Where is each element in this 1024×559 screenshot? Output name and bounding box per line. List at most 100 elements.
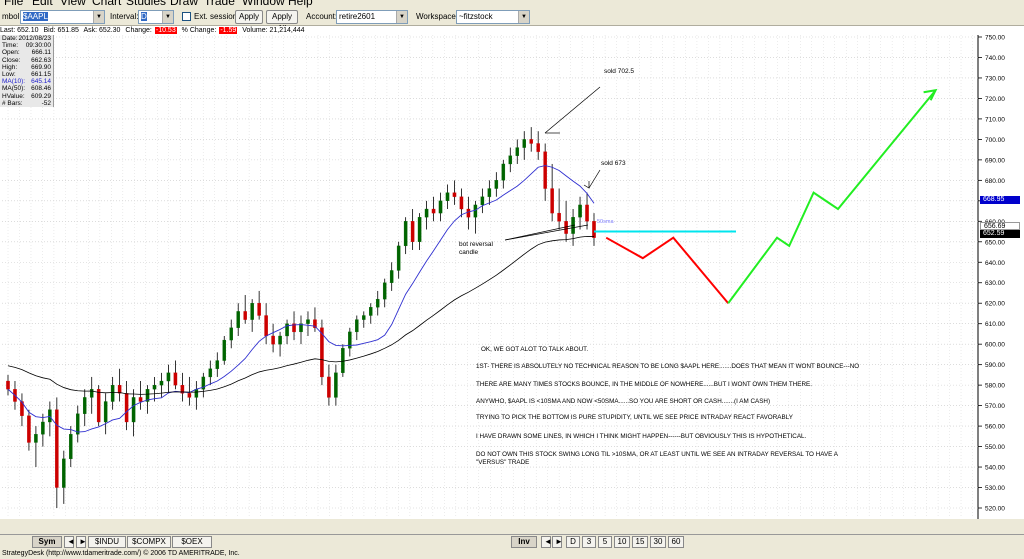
candle-body xyxy=(382,282,387,300)
tab-symbol-oex[interactable]: $OEX xyxy=(172,536,212,548)
prev-arrow-icon[interactable]: ◄ xyxy=(541,536,552,548)
y-tick-label: 720.00 xyxy=(985,96,1005,103)
arrow-sold-673 xyxy=(588,169,601,189)
candle-body xyxy=(27,415,31,443)
menu-edit[interactable]: Edit xyxy=(32,0,53,8)
menu-window[interactable]: Window xyxy=(242,0,285,8)
commentary-line: ANYWHO, $AAPL IS <10SMA AND NOW <50SMA..… xyxy=(476,398,771,405)
info-row: Close: 662.63 xyxy=(0,57,53,64)
candle-body xyxy=(306,319,310,324)
y-tick-label: 580.00 xyxy=(985,383,1005,390)
quote-pct-label: % Change: xyxy=(181,27,217,34)
commentary-line: THERE ARE MANY TIMES STOCKS BOUNCE, IN T… xyxy=(476,381,812,388)
candle-body xyxy=(34,434,38,443)
ext-session-label: Ext. session xyxy=(194,12,238,21)
info-value: 608.46 xyxy=(31,85,51,93)
candle-body xyxy=(403,221,408,247)
y-tick-label: 600.00 xyxy=(985,342,1005,349)
menu-chart[interactable]: Chart xyxy=(92,0,122,8)
menu-trade[interactable]: Trade xyxy=(204,0,235,8)
candle-body xyxy=(369,307,373,316)
interval-select[interactable]: D ▼ xyxy=(138,10,174,24)
account-select[interactable]: retire2601 ▼ xyxy=(336,10,408,24)
quote-bid: Bid: 651.85 xyxy=(43,27,79,34)
tab-sym[interactable]: Sym xyxy=(32,536,62,548)
candle-body xyxy=(480,196,485,206)
menu-draw[interactable]: Draw xyxy=(170,0,199,8)
tab-interval-15[interactable]: 15 xyxy=(632,536,648,548)
candle-body xyxy=(348,331,352,349)
projection-arrow-head xyxy=(923,88,938,101)
info-label: MA(10): xyxy=(2,78,26,86)
prev-arrow-icon[interactable]: ◄ xyxy=(64,536,75,548)
chart-area[interactable]: 520.00 530.00 540.00 550.00 560.00 570.00 580.… xyxy=(0,35,1024,519)
candle-body xyxy=(375,298,380,308)
candle-body xyxy=(222,339,227,361)
symbol-value: $AAPL xyxy=(23,12,48,21)
price-chart[interactable]: 520.00 530.00 540.00 550.00 560.00 570.00 580.… xyxy=(0,35,1024,519)
chevron-down-icon[interactable]: ▼ xyxy=(93,11,104,23)
tab-interval-10[interactable]: 10 xyxy=(614,536,630,548)
candle-body xyxy=(257,303,261,316)
ma10-line xyxy=(7,165,595,433)
next-arrow-icon[interactable]: ► xyxy=(552,536,563,548)
candle-body xyxy=(362,315,366,320)
annotation-bot-reversal: bot reversal candle xyxy=(459,241,493,256)
candle-body xyxy=(313,319,317,328)
projection-green-line xyxy=(727,89,937,304)
apply-button[interactable]: Apply xyxy=(235,10,263,24)
candle-body xyxy=(229,327,233,341)
menu-file[interactable]: File xyxy=(4,0,24,8)
quote-change-label: Change: xyxy=(125,27,152,34)
candle-body xyxy=(557,212,561,222)
candle-body xyxy=(82,397,87,414)
candle-body xyxy=(522,139,526,148)
chevron-down-icon[interactable]: ▼ xyxy=(396,11,407,23)
candle-body xyxy=(236,311,240,328)
y-tick-label: 730.00 xyxy=(985,75,1005,82)
candle-body xyxy=(445,192,450,201)
arrow-bot-reversal xyxy=(504,224,589,241)
quote-change-value: -10.53 xyxy=(154,27,177,34)
candle-body xyxy=(299,323,303,333)
next-arrow-icon[interactable]: ► xyxy=(76,536,87,548)
interval-value: D xyxy=(141,12,147,21)
y-tick-label: 630.00 xyxy=(985,280,1005,287)
tab-interval-5[interactable]: 5 xyxy=(598,536,612,548)
workspace-label: Workspace: xyxy=(416,12,459,21)
tab-symbol-compx[interactable]: $COMPX xyxy=(127,536,171,548)
menu-view[interactable]: View xyxy=(60,0,86,8)
y-tick-label: 530.00 xyxy=(985,485,1005,492)
candle-body xyxy=(529,139,533,144)
menu-studies[interactable]: Studies xyxy=(126,0,167,8)
menu-help[interactable]: Help xyxy=(288,0,313,8)
candle-body xyxy=(341,348,345,373)
tab-inv[interactable]: Inv xyxy=(511,536,537,548)
tab-interval-60[interactable]: 60 xyxy=(668,536,684,548)
status-bar: StrategyDesk (http://www.tdameritrade.co… xyxy=(0,548,1024,559)
tab-interval-3[interactable]: 3 xyxy=(582,536,596,548)
candle-body xyxy=(320,327,324,378)
y-tick-label: 560.00 xyxy=(985,424,1005,431)
candle-body xyxy=(69,434,73,460)
candle-body xyxy=(292,323,296,333)
commentary-line: DO NOT OWN THIS STOCK SWING LONG TIL >10… xyxy=(476,451,838,458)
candle-body xyxy=(438,200,443,214)
apply-all-button[interactable]: Apply All xyxy=(266,10,298,33)
ext-session-checkbox[interactable] xyxy=(182,12,191,21)
symbol-input[interactable]: $AAPL ▼ xyxy=(20,10,105,24)
candle-body xyxy=(578,204,582,218)
candle-body xyxy=(76,413,80,435)
y-tick-label: 740.00 xyxy=(985,55,1005,62)
candle-body xyxy=(431,208,436,214)
y-tick-label: 550.00 xyxy=(985,444,1005,451)
tab-interval-d[interactable]: D xyxy=(566,536,580,548)
workspace-select[interactable]: ~fitzstock ▼ xyxy=(456,10,530,24)
bar-info-panel: Date: 2012/08/23 Time: 09:30:00 Open: 666.11 C… xyxy=(0,35,54,108)
annotation-sold-702: sold 702.5 xyxy=(604,68,634,75)
candle-body xyxy=(166,372,171,382)
tab-interval-30[interactable]: 30 xyxy=(650,536,666,548)
tab-symbol-indu[interactable]: $INDU xyxy=(88,536,126,548)
chevron-down-icon[interactable]: ▼ xyxy=(162,11,173,23)
chevron-down-icon[interactable]: ▼ xyxy=(518,11,529,23)
